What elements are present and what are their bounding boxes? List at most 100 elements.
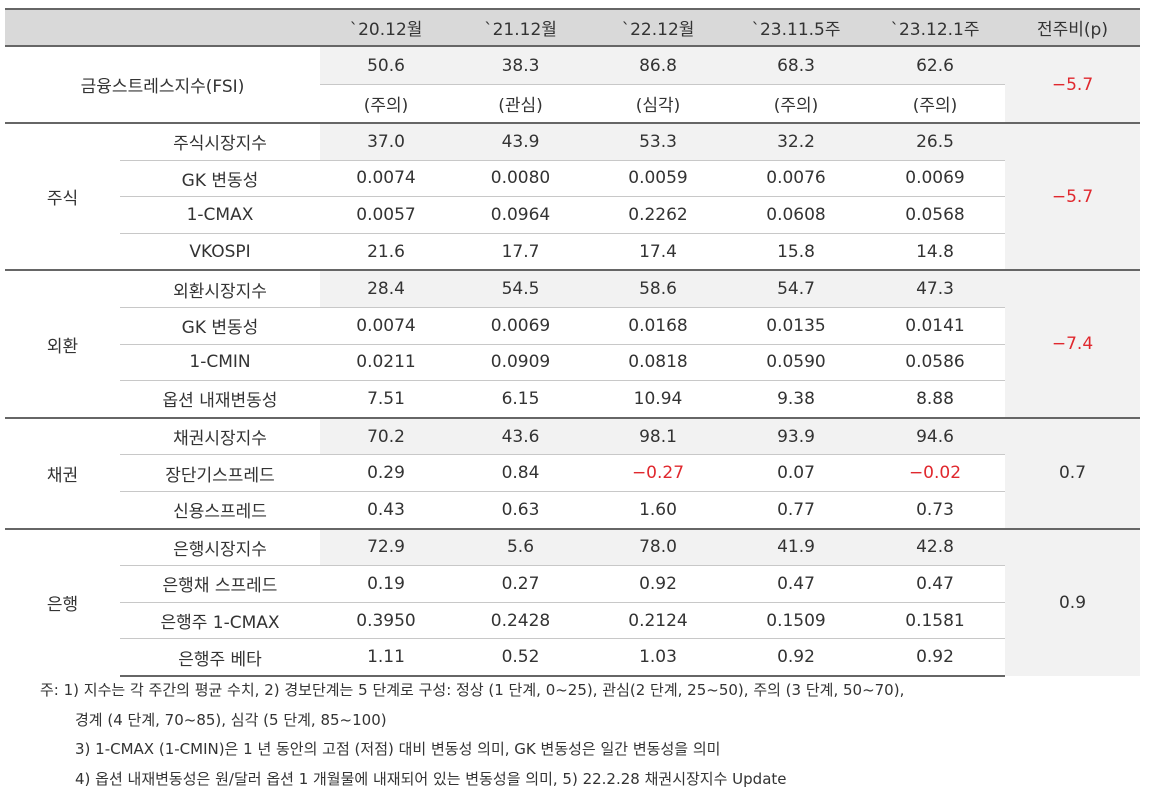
cell-value: 15.8 xyxy=(727,233,865,270)
cell-value: 0.0080 xyxy=(452,160,589,197)
row-label: GK 변동성 xyxy=(120,160,320,197)
column-header: `20.12월 xyxy=(320,9,452,46)
cell-value: 0.92 xyxy=(589,566,727,603)
cell-value: 0.07 xyxy=(727,455,865,492)
cell-value: 0.0168 xyxy=(589,307,727,344)
fsi-level: (주의) xyxy=(727,85,865,124)
row-label: 은행채 스프레드 xyxy=(120,566,320,603)
cell-value: 0.63 xyxy=(452,491,589,528)
row-label: 은행주 1-CMAX xyxy=(120,602,320,639)
cell-value: 54.5 xyxy=(452,270,589,307)
row-label: 옵션 내재변동성 xyxy=(120,381,320,418)
cell-value: 0.92 xyxy=(865,639,1005,676)
cell-value: 1.60 xyxy=(589,491,727,528)
column-header: `23.12.1주 xyxy=(865,9,1005,46)
group-change: −5.7 xyxy=(1005,123,1140,270)
cell-value: 53.3 xyxy=(589,123,727,160)
cell-value: 0.0069 xyxy=(865,160,1005,197)
fsi-value: 50.6 xyxy=(320,46,452,85)
header-blank xyxy=(5,9,320,46)
cell-value: 0.43 xyxy=(320,491,452,528)
column-header: `23.11.5주 xyxy=(727,9,865,46)
cell-value: 8.88 xyxy=(865,381,1005,418)
group-label: 은행 xyxy=(5,529,120,676)
cell-value: 0.19 xyxy=(320,566,452,603)
row-label: 채권시장지수 xyxy=(120,418,320,455)
cell-value: 78.0 xyxy=(589,529,727,566)
cell-value: 1.11 xyxy=(320,639,452,676)
cell-value: 0.0818 xyxy=(589,344,727,381)
cell-value: 0.0069 xyxy=(452,307,589,344)
cell-value: 0.47 xyxy=(727,566,865,603)
cell-value: 0.0057 xyxy=(320,197,452,234)
note-line: 3) 1-CMAX (1-CMIN)은 1 년 동안의 고점 (저점) 대비 변… xyxy=(40,735,904,765)
cell-value: 0.77 xyxy=(727,491,865,528)
note-line: 주: 1) 지수는 각 주간의 평균 수치, 2) 경보단계는 5 단계로 구성… xyxy=(40,676,904,706)
cell-value: 0.0074 xyxy=(320,160,452,197)
cell-value: 0.47 xyxy=(865,566,1005,603)
cell-value: 54.7 xyxy=(727,270,865,307)
cell-value: 42.8 xyxy=(865,529,1005,566)
cell-value: 0.1581 xyxy=(865,602,1005,639)
row-label: 신용스프레드 xyxy=(120,491,320,528)
cell-value: 0.84 xyxy=(452,455,589,492)
fsi-value: 68.3 xyxy=(727,46,865,85)
cell-value: 0.0568 xyxy=(865,197,1005,234)
cell-value: 10.94 xyxy=(589,381,727,418)
column-header: `21.12월 xyxy=(452,9,589,46)
group-label: 주식 xyxy=(5,123,120,270)
cell-value: 0.3950 xyxy=(320,602,452,639)
group-label: 외환 xyxy=(5,270,120,417)
cell-value: 47.3 xyxy=(865,270,1005,307)
cell-value: 93.9 xyxy=(727,418,865,455)
fsi-label: 금융스트레스지수(FSI) xyxy=(5,46,320,123)
cell-value: 72.9 xyxy=(320,529,452,566)
cell-value: 5.6 xyxy=(452,529,589,566)
note-line: 4) 옵션 내재변동성은 원/달러 옵션 1 개월물에 내재되어 있는 변동성을… xyxy=(40,765,904,794)
cell-value: 0.0074 xyxy=(320,307,452,344)
fsi-value: 38.3 xyxy=(452,46,589,85)
row-label: 1-CMAX xyxy=(120,197,320,234)
fsi-value: 86.8 xyxy=(589,46,727,85)
cell-value: 7.51 xyxy=(320,381,452,418)
cell-value: 0.2262 xyxy=(589,197,727,234)
cell-value: 41.9 xyxy=(727,529,865,566)
group-change: −7.4 xyxy=(1005,270,1140,417)
cell-value: 43.6 xyxy=(452,418,589,455)
cell-value: 17.4 xyxy=(589,233,727,270)
cell-value: 58.6 xyxy=(589,270,727,307)
row-label: 장단기스프레드 xyxy=(120,455,320,492)
cell-value: 0.92 xyxy=(727,639,865,676)
cell-value: −0.27 xyxy=(589,455,727,492)
fsi-value: 62.6 xyxy=(865,46,1005,85)
row-label: 외환시장지수 xyxy=(120,270,320,307)
note-line: 경계 (4 단계, 70~85), 심각 (5 단계, 85~100) xyxy=(40,706,904,736)
group-label: 채권 xyxy=(5,418,120,529)
cell-value: 0.0909 xyxy=(452,344,589,381)
cell-value: 0.73 xyxy=(865,491,1005,528)
cell-value: 0.27 xyxy=(452,566,589,603)
row-label: 주식시장지수 xyxy=(120,123,320,160)
cell-value: −0.02 xyxy=(865,455,1005,492)
cell-value: 0.0076 xyxy=(727,160,865,197)
cell-value: 26.5 xyxy=(865,123,1005,160)
cell-value: 32.2 xyxy=(727,123,865,160)
cell-value: 0.0586 xyxy=(865,344,1005,381)
cell-value: 0.0059 xyxy=(589,160,727,197)
row-label: 은행시장지수 xyxy=(120,529,320,566)
cell-value: 0.0141 xyxy=(865,307,1005,344)
cell-value: 9.38 xyxy=(727,381,865,418)
row-label: 1-CMIN xyxy=(120,344,320,381)
fsi-level: (주의) xyxy=(865,85,1005,124)
